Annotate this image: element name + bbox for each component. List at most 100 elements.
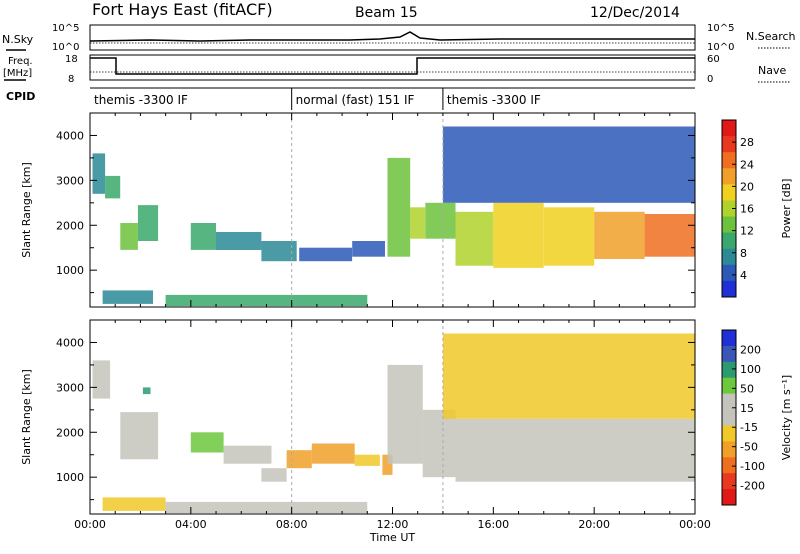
colorbar-swatch: [722, 457, 736, 474]
colorbar-tick-label: 100: [740, 363, 761, 376]
cpid-segment-label: themis -3300 IF: [94, 93, 188, 107]
colorbar-tick-label: 12: [740, 225, 754, 238]
beam-title: Beam 15: [355, 5, 418, 21]
y-tick-label: 4000: [56, 336, 84, 349]
heatmap-cell: [137, 205, 159, 241]
heatmap-cell: [120, 412, 159, 460]
y-tick-label: 4000: [56, 129, 84, 142]
heatmap-cell: [442, 126, 695, 203]
cpid-label: CPID: [6, 90, 35, 103]
colorbar-swatch: [722, 184, 736, 201]
nsky-plot-frame: [89, 24, 696, 51]
nsky-tick-top: 10^5: [52, 23, 79, 34]
colorbar-label: Velocity [m s⁻¹]: [780, 375, 793, 460]
colorbar-swatch: [722, 409, 736, 426]
colorbar-swatch: [722, 377, 736, 395]
colorbar-tick-label: 200: [740, 343, 761, 356]
colorbar-swatch: [722, 330, 736, 347]
heatmap-cell: [216, 232, 262, 250]
velocity-panel: 4000 3000 2000 1000 Slant Range [km] 00:00 04:…: [20, 319, 711, 544]
y-tick-label: 1000: [56, 264, 84, 277]
heatmap-cell: [455, 211, 494, 266]
colorbar-swatch: [722, 232, 736, 250]
heatmap-cell: [352, 241, 385, 257]
x-tick-label: 04:00: [175, 518, 207, 531]
colorbar-swatch: [722, 473, 736, 490]
colorbar-tick-label: 15: [740, 402, 754, 415]
nsearch-label: N.Search: [746, 30, 796, 43]
colorbar-tick-label: -15: [740, 421, 758, 434]
freq-panel: Freq. [MHz] 18 8 Nave 60 0: [3, 54, 790, 85]
colorbar-tick-label: -100: [740, 460, 765, 473]
heatmap-cell: [422, 409, 456, 478]
heatmap-cell: [190, 432, 224, 453]
colorbar-swatch: [722, 120, 736, 137]
colorbar-tick-label: 24: [740, 158, 754, 171]
x-tick-label: 08:00: [276, 518, 308, 531]
nave-tick-bottom: 0: [707, 74, 713, 85]
y-tick-label: 3000: [56, 174, 84, 187]
heatmap-cell: [455, 418, 695, 482]
freq-label-1: Freq.: [8, 56, 33, 67]
heatmap-cell: [261, 241, 297, 262]
y-tick-label: 3000: [56, 381, 84, 394]
heatmap-cell: [92, 153, 106, 194]
colorbar-tick-label: 28: [740, 136, 754, 149]
colorbar-swatch: [722, 168, 736, 185]
colorbar-swatch: [722, 425, 736, 442]
heatmap-cell: [425, 202, 456, 239]
colorbar-swatch: [722, 489, 736, 506]
y-tick-label: 2000: [56, 219, 84, 232]
colorbar-label: Power [dB]: [780, 179, 793, 239]
heatmap-cell: [102, 290, 153, 304]
velocity-colorbar: 200 100 50 15 -15 -50 -100 -200 Velocity [m s⁻¹]: [721, 329, 793, 506]
heatmap-cell: [299, 247, 353, 262]
nsky-line: [89, 31, 695, 42]
heatmap-cell: [223, 445, 272, 464]
heatmap-cell: [442, 333, 695, 419]
colorbar-swatch: [722, 264, 736, 282]
freq-label-2: [MHz]: [3, 68, 32, 79]
heatmap-cell: [105, 175, 121, 199]
power-colorbar: 28 24 20 16 12 8 4 Power [dB]: [721, 119, 793, 298]
colorbar-swatch: [722, 136, 736, 153]
colorbar-swatch: [722, 280, 736, 298]
freq-line: [90, 57, 695, 75]
colorbar-frame: [721, 329, 737, 506]
colorbar-tick-label: 4: [740, 269, 747, 282]
freq-plot-frame: [89, 54, 696, 81]
y-tick-label: 1000: [56, 471, 84, 484]
heatmap-cell: [165, 294, 368, 307]
heatmap-cell: [120, 223, 138, 250]
x-tick-label: 00:00: [679, 518, 711, 531]
cpid-segment-label: normal (fast) 151 IF: [296, 93, 415, 107]
heatmap-cell: [286, 450, 312, 469]
heatmap-cell: [382, 454, 393, 475]
colorbar-swatch: [722, 152, 736, 169]
y-axis-label: Slant Range [km]: [20, 162, 33, 258]
colorbar-swatch: [722, 441, 736, 458]
heatmap-cell: [387, 157, 411, 257]
x-tick-label: 00:00: [74, 518, 106, 531]
heatmap-cell: [102, 497, 166, 511]
x-tick-label: 16:00: [477, 518, 509, 531]
colorbar-tick-label: -50: [740, 441, 758, 454]
heatmap-cell: [165, 501, 368, 514]
heatmap-cell: [493, 202, 544, 268]
nsearch-tick-top: 10^5: [707, 23, 734, 34]
nsky-label: N.Sky: [2, 33, 34, 46]
nsearch-tick-bottom: 10^0: [707, 42, 734, 53]
colorbar-swatch: [722, 361, 736, 379]
heatmap-cell: [190, 223, 216, 250]
heatmap-cell: [261, 468, 287, 482]
cpid-segment-label: themis -3300 IF: [447, 93, 541, 107]
power-panel: 4000 3000 2000 1000 Slant Range [km]: [20, 112, 696, 308]
nave-tick-top: 60: [707, 54, 720, 65]
nsky-panel: N.Sky 10^5 10^0 N.Search 10^5 10^0: [2, 23, 796, 53]
heatmap-cell: [410, 207, 426, 239]
x-axis-label: Time UT: [369, 531, 415, 544]
colorbar-tick-label: 8: [740, 247, 747, 260]
heatmap-cell: [644, 214, 695, 257]
heatmap-cell: [543, 207, 595, 266]
